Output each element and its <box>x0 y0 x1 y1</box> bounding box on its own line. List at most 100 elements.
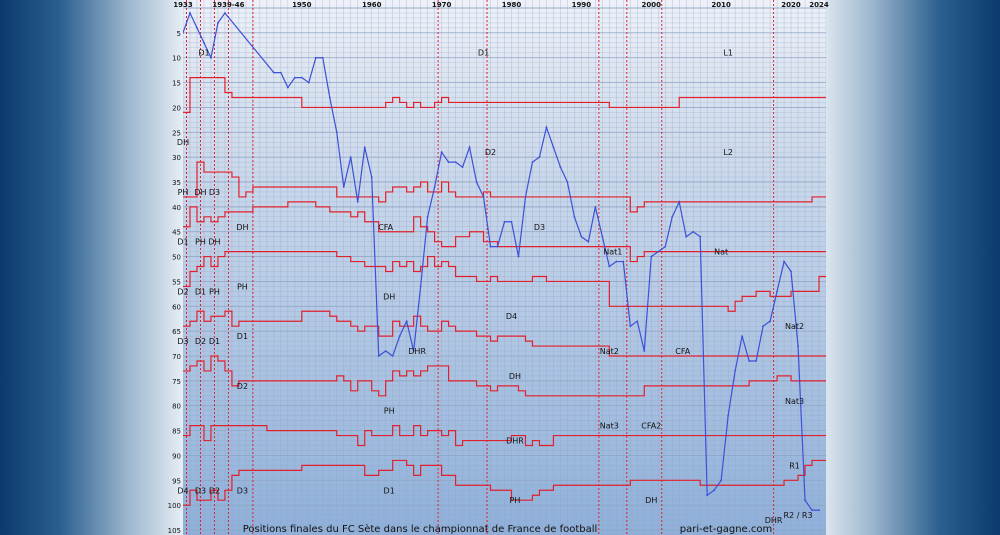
position-point <box>720 479 723 482</box>
position-point <box>335 131 338 134</box>
division-label: Nat3 <box>600 422 619 431</box>
chart-title: Positions finales du FC Sète dans le cha… <box>243 523 598 535</box>
position-point <box>657 250 660 253</box>
position-point <box>440 151 443 154</box>
division-label: D3 <box>177 337 188 346</box>
y-tick-label: 55 <box>172 278 181 286</box>
x-tick-label: 2010 <box>711 1 731 9</box>
position-point <box>594 205 597 208</box>
y-tick-label: 85 <box>172 428 181 436</box>
position-point <box>636 320 639 323</box>
position-point <box>629 325 632 328</box>
position-point <box>189 12 191 14</box>
position-point <box>797 345 799 347</box>
position-point <box>433 186 436 188</box>
position-point <box>713 489 716 492</box>
division-label: CFA2 <box>641 422 661 431</box>
position-point <box>217 22 219 24</box>
x-tick-label: 1960 <box>362 1 382 9</box>
y-tick-label: 60 <box>172 303 181 311</box>
position-point <box>671 215 674 218</box>
position-point <box>224 12 226 14</box>
division-boundary-line <box>183 310 826 357</box>
position-point <box>776 290 778 293</box>
position-point <box>545 126 548 129</box>
position-line-group <box>183 11 820 511</box>
position-point <box>804 499 806 502</box>
y-tick-label: 20 <box>172 104 181 112</box>
division-label: D1 <box>198 49 209 58</box>
division-label: DHR <box>765 516 783 525</box>
division-boundary-line <box>183 251 826 312</box>
division-label: PH <box>195 238 206 247</box>
position-point <box>559 166 562 168</box>
position-point <box>706 494 709 497</box>
x-tick-label: 2020 <box>781 1 801 9</box>
division-label: Nat2 <box>785 322 804 331</box>
position-point <box>580 235 583 238</box>
division-label: D2 <box>195 337 206 346</box>
y-tick-label: 80 <box>172 403 181 411</box>
position-point <box>622 260 625 263</box>
x-tick-label: 1970 <box>432 1 452 9</box>
position-point <box>475 181 478 183</box>
division-label: Nat2 <box>600 347 619 356</box>
position-point <box>678 200 681 203</box>
x-tick-label: 2024 <box>809 1 829 9</box>
division-boundaries <box>183 77 826 506</box>
position-point <box>349 156 352 159</box>
position-point <box>727 414 730 417</box>
position-point <box>811 509 813 512</box>
division-label: DH <box>236 223 248 232</box>
y-tick-label: 30 <box>172 154 181 162</box>
position-point <box>461 166 464 168</box>
position-point <box>454 161 457 164</box>
position-point <box>524 196 527 198</box>
position-point <box>384 350 387 352</box>
position-point <box>503 220 506 223</box>
division-label: DH <box>509 372 521 381</box>
y-tick-label: 35 <box>172 179 181 187</box>
x-tick-label: 1939-46 <box>212 1 244 9</box>
position-point <box>531 161 534 164</box>
position-point <box>342 186 345 188</box>
division-label: D1 <box>237 332 248 341</box>
division-label: DH <box>177 138 189 147</box>
position-point <box>517 255 520 258</box>
y-tick-label: 45 <box>172 229 181 237</box>
division-label: D1 <box>384 486 395 495</box>
division-label: DH <box>645 496 657 505</box>
division-label: D4 <box>177 486 188 495</box>
division-label: R2 / R3 <box>784 511 813 520</box>
division-label: D1 <box>177 238 188 247</box>
position-point <box>692 230 695 233</box>
y-tick-labels: 5 10 15 20 25 30 35 40 45 50 55 60 65 70 75 80 85 90 95 100… <box>168 30 181 535</box>
position-point <box>783 260 785 263</box>
position-point <box>293 76 296 79</box>
division-boundary-line <box>183 201 826 263</box>
y-tick-label: 15 <box>172 80 181 88</box>
position-point <box>615 260 618 263</box>
position-points <box>183 12 820 512</box>
position-point <box>552 146 555 149</box>
y-tick-label: 10 <box>172 55 181 63</box>
position-point <box>321 56 324 59</box>
division-boundary-line <box>183 161 826 213</box>
division-label: PH <box>209 287 220 296</box>
division-boundary-line <box>183 355 826 397</box>
position-point <box>699 235 702 238</box>
position-point <box>286 86 289 89</box>
division-label: D4 <box>506 312 517 321</box>
position-point <box>587 240 590 243</box>
y-tick-label: 105 <box>168 527 181 535</box>
position-point <box>279 71 282 74</box>
division-label: Nat <box>714 248 728 257</box>
x-tick-label: 1980 <box>502 1 522 9</box>
position-point <box>328 96 331 99</box>
position-point <box>398 335 401 338</box>
position-point <box>183 31 184 34</box>
division-label: Nat1 <box>603 248 622 257</box>
division-label: D3 <box>209 188 220 197</box>
